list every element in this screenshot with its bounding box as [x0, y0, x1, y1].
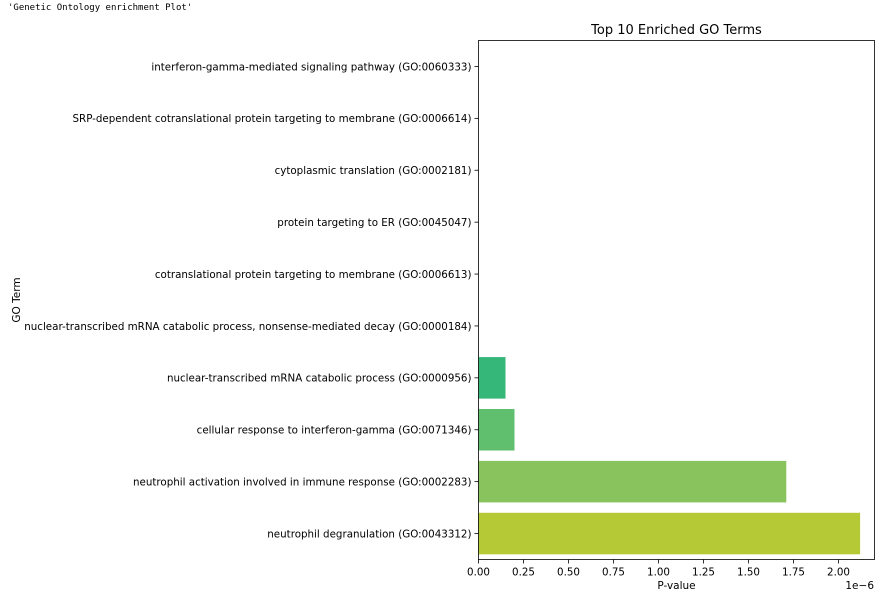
bar-8: [478, 408, 515, 451]
y-tick-label: nuclear-transcribed mRNA catabolic proce…: [167, 373, 472, 385]
x-tick-label: 0.25: [512, 567, 535, 579]
x-tick-label: 1.00: [647, 567, 670, 579]
cell-output-text: 'Genetic Ontology enrichment Plot': [8, 3, 193, 13]
y-axis-label: GO Term: [11, 277, 23, 322]
y-tick-label: cellular response to interferon-gamma (G…: [197, 425, 472, 437]
x-tick-label: 0.75: [602, 567, 625, 579]
bar-7: [478, 357, 506, 399]
y-tick-label: SRP-dependent cotranslational protein ta…: [73, 113, 472, 125]
y-tick-label: interferon-gamma-mediated signaling path…: [151, 61, 471, 73]
bars-group: [478, 357, 861, 555]
x-tick-label: 0.50: [557, 567, 580, 579]
x-tick-label: 1.25: [692, 567, 715, 579]
bar-10: [478, 512, 861, 555]
chart-title: Top 10 Enriched GO Terms: [590, 23, 762, 38]
x-tick-label: 1.75: [782, 567, 805, 579]
x-tick-label: 2.00: [827, 567, 850, 579]
y-tick-label: cytoplasmic translation (GO:0002181): [275, 165, 472, 177]
x-tick-label: 1.50: [737, 567, 760, 579]
y-tick-label: neutrophil degranulation (GO:0043312): [267, 528, 471, 540]
y-tick-label: neutrophil activation involved in immune…: [133, 476, 472, 488]
y-tick-label: cotranslational protein targeting to mem…: [155, 269, 472, 281]
y-tick-label: nuclear-transcribed mRNA catabolic proce…: [24, 321, 471, 333]
x-axis-label: P-value: [657, 580, 695, 592]
y-ticks-group: interferon-gamma-mediated signaling path…: [24, 61, 479, 540]
x-ticks-group: 0.00 0.25 0.50 0.75 1.00 1.25 1.50 1.75 2.00: [467, 559, 850, 579]
plot-frame: [478, 40, 875, 560]
x-axis-offset-label: 1e−6: [845, 580, 874, 592]
bar-9: [478, 460, 787, 503]
y-tick-label: protein targeting to ER (GO:0045047): [277, 217, 471, 229]
x-tick-label: 0.00: [467, 567, 490, 579]
